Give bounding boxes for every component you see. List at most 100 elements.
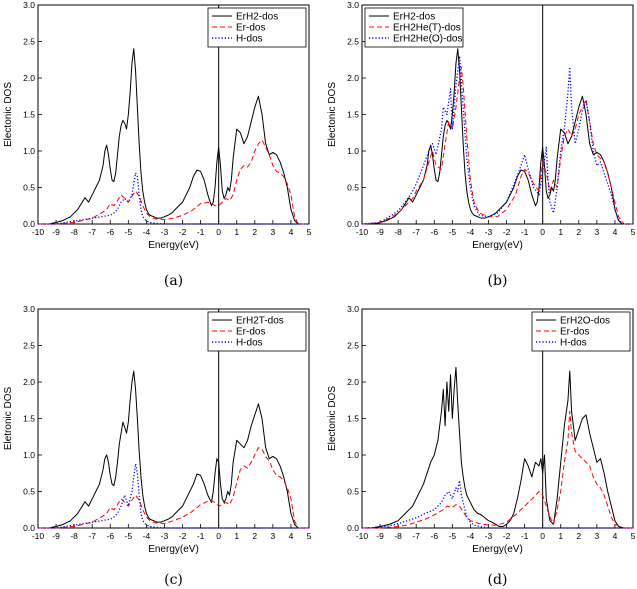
chart-panel-2: -10 -9 -8 -7 -6 -5 -4 -3 -2 -1 0 1 2 3 4 50.00.51.01.52… bbox=[327, 0, 636, 289]
x-tick-label: 1 bbox=[558, 531, 563, 541]
x-tick-label: -5 bbox=[449, 227, 457, 237]
x-tick-label: -1 bbox=[197, 531, 205, 541]
x-tick-label: -3 bbox=[485, 227, 493, 237]
y-tick-label: 2.0 bbox=[23, 73, 35, 83]
y-tick-label: 3.0 bbox=[23, 304, 35, 314]
y-axis-label: Electonic DOS bbox=[327, 386, 338, 451]
x-tick-label: -9 bbox=[376, 531, 384, 541]
y-tick-label: 1.5 bbox=[23, 414, 35, 424]
x-tick-label: 4 bbox=[289, 227, 294, 237]
y-tick-label: 0.5 bbox=[23, 487, 35, 497]
series-line-3 bbox=[38, 172, 309, 225]
x-tick-label: -2 bbox=[503, 227, 511, 237]
x-tick-label: 5 bbox=[307, 531, 312, 541]
y-tick-label: 2.0 bbox=[347, 377, 359, 387]
legend-entry: ErH2-dos bbox=[393, 12, 435, 23]
x-tick-label: -1 bbox=[197, 227, 205, 237]
x-tick-label: -10 bbox=[32, 531, 45, 541]
x-tick-label: 2 bbox=[252, 531, 257, 541]
x-tick-label: -10 bbox=[356, 531, 369, 541]
x-tick-label: -8 bbox=[70, 531, 78, 541]
x-tick-label: 3 bbox=[594, 531, 599, 541]
y-tick-label: 3.0 bbox=[347, 304, 359, 314]
y-tick-label: 0.0 bbox=[23, 219, 35, 229]
panel-caption: (d) bbox=[488, 572, 508, 588]
y-tick-label: 2.5 bbox=[347, 341, 359, 351]
series-line-3 bbox=[38, 463, 309, 529]
x-tick-label: -1 bbox=[521, 531, 529, 541]
x-tick-label: -3 bbox=[485, 531, 493, 541]
y-axis-label: Electonic DOS bbox=[327, 82, 338, 147]
x-tick-label: 4 bbox=[613, 531, 618, 541]
x-tick-label: -6 bbox=[430, 531, 438, 541]
x-tick-label: 1 bbox=[234, 227, 239, 237]
x-tick-label: -8 bbox=[394, 531, 402, 541]
y-tick-label: 0.5 bbox=[347, 487, 359, 497]
y-tick-label: 0.5 bbox=[23, 183, 35, 193]
y-tick-label: 1.5 bbox=[347, 110, 359, 120]
x-tick-label: -3 bbox=[161, 531, 169, 541]
x-tick-label: 2 bbox=[576, 531, 581, 541]
x-tick-label: 2 bbox=[576, 227, 581, 237]
panel-caption: (c) bbox=[164, 572, 183, 588]
x-tick-label: -8 bbox=[70, 227, 78, 237]
y-tick-label: 2.0 bbox=[347, 73, 359, 83]
x-tick-label: -2 bbox=[179, 227, 187, 237]
series-line-3 bbox=[361, 479, 633, 529]
x-tick-label: -6 bbox=[106, 227, 114, 237]
x-tick-label: -7 bbox=[412, 531, 420, 541]
y-tick-label: 2.5 bbox=[23, 37, 35, 47]
x-tick-label: -7 bbox=[88, 227, 96, 237]
series-line-1 bbox=[38, 48, 309, 225]
chart-panel-4: -10 -9 -8 -7 -6 -5 -4 -3 -2 -1 0 1 2 3 4 50.00.51.01.52… bbox=[327, 304, 636, 588]
y-tick-label: 1.0 bbox=[23, 146, 35, 156]
x-tick-label: -4 bbox=[467, 531, 475, 541]
y-tick-label: 1.0 bbox=[347, 450, 359, 460]
x-tick-label: 0 bbox=[216, 531, 221, 541]
x-tick-label: -8 bbox=[394, 227, 402, 237]
legend-entry: H-dos bbox=[236, 338, 263, 349]
x-tick-label: 5 bbox=[307, 227, 312, 237]
y-axis-label: Electonic DOS bbox=[3, 82, 14, 147]
x-tick-label: 3 bbox=[270, 227, 275, 237]
x-tick-label: -4 bbox=[143, 227, 151, 237]
x-tick-label: -5 bbox=[125, 227, 133, 237]
panel-caption: (a) bbox=[164, 273, 183, 289]
y-tick-label: 3.0 bbox=[347, 0, 359, 10]
x-tick-label: -5 bbox=[449, 531, 457, 541]
legend-entry: H-dos bbox=[560, 338, 587, 349]
x-tick-label: -9 bbox=[52, 531, 60, 541]
y-tick-label: 0.5 bbox=[347, 183, 359, 193]
legend-entry: ErH2He(O)-dos bbox=[393, 34, 462, 45]
y-tick-label: 2.5 bbox=[23, 341, 35, 351]
x-tick-label: -10 bbox=[356, 227, 369, 237]
x-tick-label: 5 bbox=[631, 531, 636, 541]
x-tick-label: -10 bbox=[32, 227, 45, 237]
legend-entry: ErH2He(T)-dos bbox=[393, 23, 461, 34]
series-line-1 bbox=[38, 370, 309, 529]
x-axis-label: Energy(eV) bbox=[472, 240, 523, 251]
x-tick-label: -7 bbox=[412, 227, 420, 237]
y-tick-label: 1.0 bbox=[23, 450, 35, 460]
y-tick-label: 1.5 bbox=[347, 414, 359, 424]
series-line-2 bbox=[38, 139, 309, 225]
x-tick-label: 5 bbox=[631, 227, 636, 237]
series-line-2 bbox=[361, 66, 633, 225]
x-tick-label: 0 bbox=[540, 227, 545, 237]
legend-entry: ErH2-dos bbox=[236, 12, 278, 23]
x-tick-label: -5 bbox=[125, 531, 133, 541]
legend-entry: ErH2T-dos bbox=[236, 316, 284, 327]
x-tick-label: -4 bbox=[467, 227, 475, 237]
x-tick-label: 0 bbox=[540, 531, 545, 541]
legend-entry: H-dos bbox=[236, 34, 263, 45]
x-tick-label: -9 bbox=[376, 227, 384, 237]
y-tick-label: 3.0 bbox=[23, 0, 35, 10]
chart-panel-1: -10 -9 -8 -7 -6 -5 -4 -3 -2 -1 0 1 2 3 4 50.00.51.01.52… bbox=[3, 0, 312, 289]
legend-entry: Er-dos bbox=[236, 327, 265, 338]
x-tick-label: -4 bbox=[143, 531, 151, 541]
